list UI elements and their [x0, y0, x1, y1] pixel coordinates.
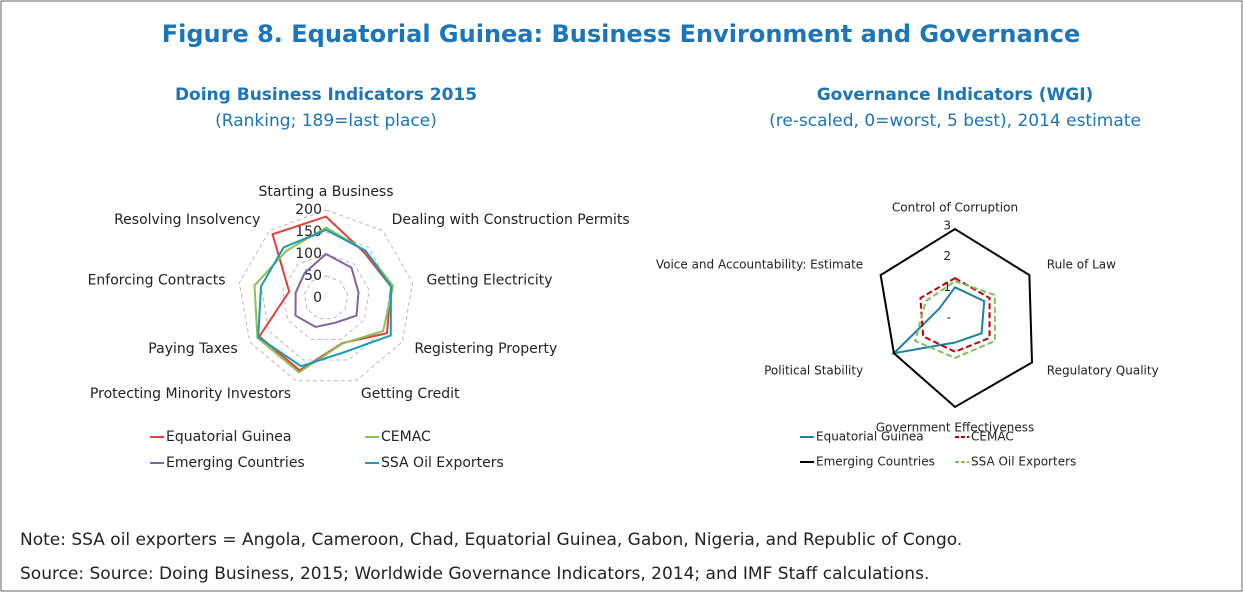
tick-label: 100	[295, 246, 322, 262]
category-label: Protecting Minority Investors	[90, 386, 291, 402]
tick-label: 3	[943, 219, 951, 233]
tick-label: 1	[943, 280, 951, 294]
category-label: Resolving Insolvency	[114, 212, 260, 228]
grid-line	[238, 209, 414, 382]
series-line	[913, 280, 996, 359]
category-label: Political Stability	[764, 364, 863, 378]
category-label: Dealing with Construction Permits	[392, 212, 630, 228]
legend-label: CEMAC	[381, 429, 431, 445]
grid-line	[303, 275, 349, 320]
series-line	[879, 227, 1034, 409]
legend-label: SSA Oil Exporters	[971, 455, 1076, 469]
category-label: Regulatory Quality	[1047, 364, 1159, 378]
category-label: Enforcing Contracts	[88, 272, 226, 288]
category-label: Getting Electricity	[426, 272, 552, 288]
category-label: Government Effectiveness	[876, 421, 1035, 435]
source: Source: Source: Doing Business, 2015; Wo…	[20, 564, 929, 584]
category-label: Paying Taxes	[148, 341, 237, 357]
series-line	[890, 286, 986, 355]
chart-subtitle: (re-scaled, 0=worst, 5 best), 2014 estim…	[769, 111, 1141, 131]
chart-title: Doing Business Indicators 2015	[175, 85, 477, 105]
tick-label: 200	[295, 202, 322, 218]
tick-label: -	[947, 311, 951, 325]
figure-title: Figure 8. Equatorial Guinea: Business En…	[162, 20, 1080, 48]
legend-label: CEMAC	[971, 430, 1014, 444]
series-line	[294, 252, 360, 328]
chart-subtitle: (Ranking; 189=last place)	[215, 111, 437, 131]
category-label: Control of Corruption	[892, 201, 1018, 215]
legend-label: SSA Oil Exporters	[381, 455, 504, 471]
tick-label: 150	[295, 224, 322, 240]
legend-label: Emerging Countries	[166, 455, 305, 471]
category-label: Starting a Business	[258, 184, 393, 200]
note: Note: SSA oil exporters = Angola, Camero…	[20, 530, 962, 550]
chart-title: Governance Indicators (WGI)	[817, 85, 1094, 105]
legend-label: Emerging Countries	[816, 455, 935, 469]
category-label: Registering Property	[414, 341, 557, 357]
legend-label: Equatorial Guinea	[166, 429, 291, 445]
tick-label: 50	[304, 268, 322, 284]
category-label: Rule of Law	[1047, 258, 1116, 272]
category-label: Getting Credit	[361, 386, 460, 402]
category-label: Voice and Accountability: Estimate	[656, 258, 863, 272]
grid-line	[282, 253, 370, 340]
series-line	[257, 228, 392, 368]
tick-label: 0	[313, 290, 322, 306]
legend-label: Equatorial Guinea	[816, 430, 924, 444]
series-line	[919, 276, 991, 353]
series-line	[257, 215, 393, 372]
tick-label: 2	[943, 249, 951, 263]
